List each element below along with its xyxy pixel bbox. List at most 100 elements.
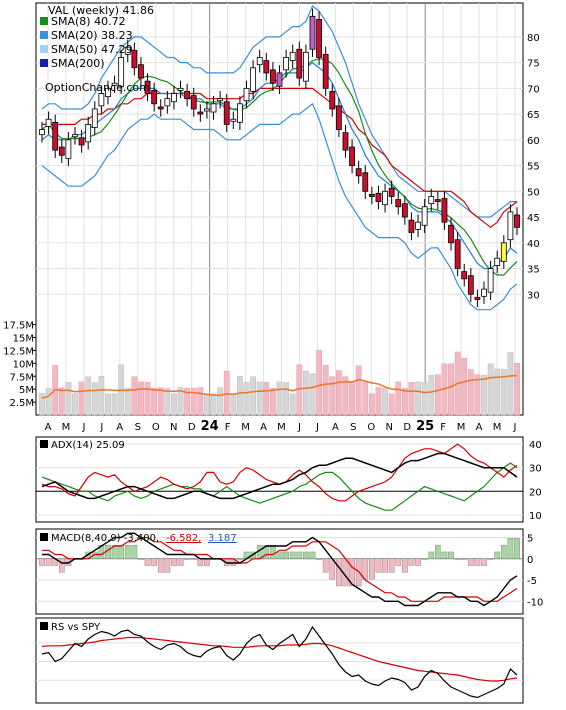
macd-histogram-bar [190, 558, 197, 560]
volume-ma-line [41, 375, 518, 399]
volume-tick-label: 7.5M [9, 372, 34, 383]
macd-histogram-bar [481, 558, 487, 566]
macd-histogram-bar [441, 551, 448, 559]
candle-body [276, 72, 283, 87]
candle-body [408, 219, 415, 233]
macd-histogram-bar [39, 558, 45, 566]
x-tick-label: M [493, 422, 502, 433]
candle-body [230, 118, 237, 122]
volume-bar [395, 381, 402, 416]
volume-bar [39, 393, 45, 416]
bollinger-lower-line [41, 102, 518, 311]
candle-body [474, 296, 481, 300]
candle-body [309, 15, 316, 50]
macd-histogram-bar [91, 551, 98, 559]
macd-signal-line [42, 536, 518, 602]
candle-body [454, 239, 461, 269]
candle-body [289, 51, 296, 61]
macd-histogram-bar [164, 558, 171, 573]
macd-histogram-bar [197, 558, 204, 566]
volume-bar [375, 387, 382, 416]
volume-bar [448, 363, 454, 416]
macd-histogram-bar [45, 558, 52, 566]
x-tick-label: 25 [416, 419, 434, 434]
volume-bar [388, 393, 395, 416]
volume-bar [111, 393, 118, 416]
x-tick-label: A [45, 422, 52, 433]
candle-body [441, 198, 448, 223]
volume-bar [177, 387, 184, 416]
macd-histogram-bar [514, 538, 520, 559]
volume-bar [256, 381, 263, 416]
candle-body [461, 271, 468, 280]
macd-histogram-bar [151, 558, 157, 566]
candle-body [494, 257, 501, 266]
candle-body [204, 108, 210, 112]
x-tick-label: J [99, 422, 103, 433]
rs-line [41, 625, 518, 699]
volume-bar [507, 352, 514, 416]
volume-bar [184, 387, 191, 416]
candle-body [428, 196, 435, 205]
price-tick-label: 30 [527, 290, 540, 301]
macd-histogram-bar [58, 558, 65, 573]
volume-bar [500, 369, 507, 416]
candle-body [45, 118, 52, 127]
macd-histogram-bar [467, 558, 474, 566]
candle-body [302, 51, 309, 82]
volume-bar [144, 382, 151, 416]
volume-tick-label: 5M [19, 385, 34, 396]
volume-bar [289, 393, 296, 416]
candle-body [105, 87, 111, 97]
candle-body [270, 69, 276, 84]
candle-body [256, 57, 263, 66]
macd-histogram-bar [382, 558, 388, 573]
macd-histogram-bar [369, 558, 375, 580]
volume-bar [349, 382, 355, 416]
volume-bar [78, 381, 85, 416]
volume-tick-label: 10M [13, 359, 34, 370]
candle-body [243, 87, 250, 102]
volume-bar [58, 387, 65, 416]
macd-histogram-bar [336, 558, 342, 587]
volume-bar [237, 376, 243, 416]
macd-histogram-bar [408, 558, 415, 566]
volume-bar [250, 376, 257, 416]
macd-line [42, 532, 518, 607]
candle-body [401, 203, 408, 218]
legend-label: SMA(50) 47.29 [51, 43, 133, 56]
volume-bar [131, 376, 138, 416]
volume-bar [65, 382, 72, 416]
macd-histogram-bar [362, 558, 369, 580]
volume-bar [408, 382, 415, 416]
macd-histogram-bar [461, 558, 468, 560]
volume-bar [481, 374, 487, 416]
rs-label: RS vs SPY [51, 622, 101, 633]
candle-body [467, 275, 474, 295]
macd-histogram-bar [434, 544, 441, 559]
x-tick-label: D [188, 422, 196, 433]
volume-bar [217, 387, 224, 416]
watermark: OptionChance.com [45, 81, 150, 94]
x-tick-label: M [457, 422, 466, 433]
volume-bar [335, 370, 342, 416]
macd-legend-swatch [40, 533, 48, 541]
volume-bar [368, 393, 375, 416]
adx-panel [35, 436, 524, 523]
macd-histogram-bar [415, 558, 421, 566]
macd-histogram-bar [177, 558, 184, 566]
macd-histogram-bar [131, 544, 138, 559]
price-tick-label: 40 [527, 239, 540, 250]
macd-histogram-bar [204, 558, 210, 566]
candle-body [388, 187, 395, 197]
macd-histogram-bar [124, 544, 131, 559]
macd-histogram-bar [283, 551, 289, 559]
macd-histogram-bar [289, 551, 296, 559]
legend-label: SMA(8) 40.72 [51, 15, 126, 28]
volume-bar [329, 376, 336, 416]
volume-bar [190, 387, 197, 416]
volume-bar [197, 387, 204, 416]
adx-legend-swatch [40, 440, 48, 448]
x-tick-label: A [332, 422, 339, 433]
x-tick-label: S [350, 422, 356, 433]
